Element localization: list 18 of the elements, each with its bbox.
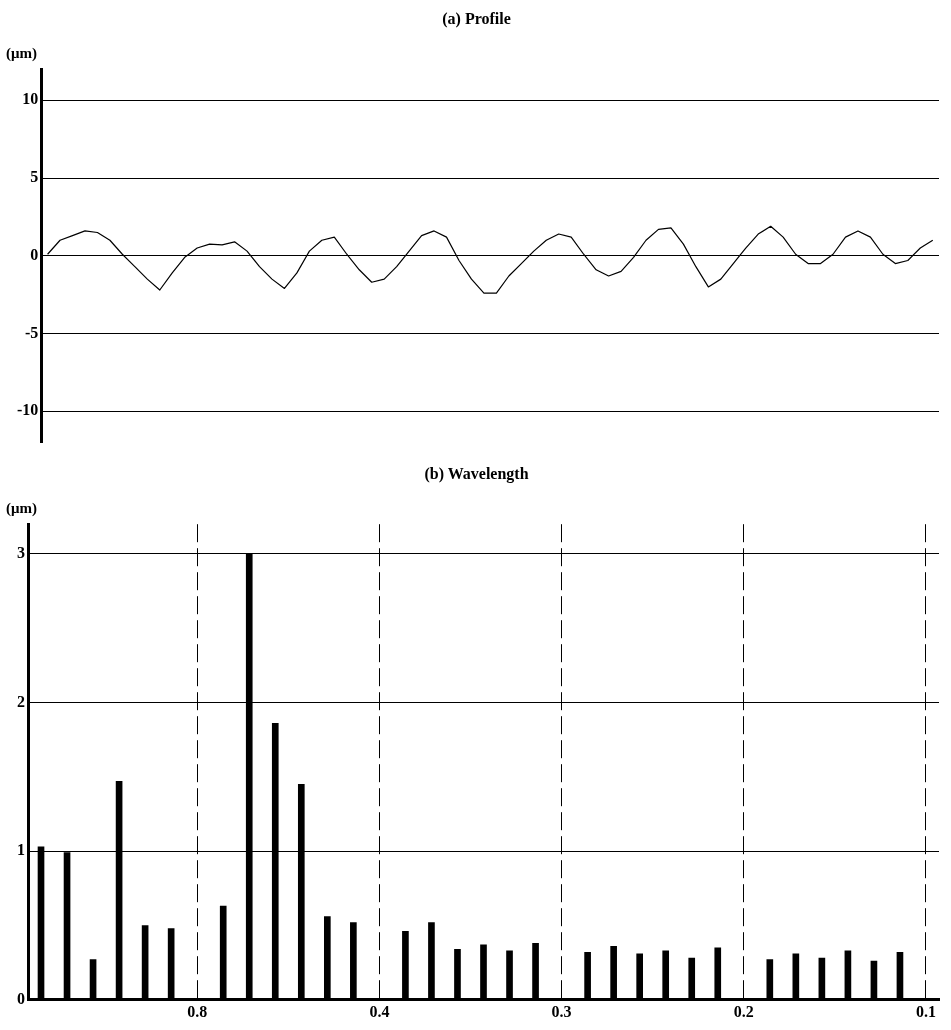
y-tick-label: 10 xyxy=(22,90,39,108)
y-axis-title: (μm) xyxy=(6,499,37,517)
y-tick-label: 1 xyxy=(17,841,25,859)
y-tick-label: 0 xyxy=(30,245,39,263)
y-tick-label: -10 xyxy=(17,401,39,419)
x-tick-label: 0.8 xyxy=(187,1002,208,1020)
y-tick-label: 3 xyxy=(17,544,25,562)
chart-title: (a) Profile xyxy=(442,9,511,28)
y-tick-label: 2 xyxy=(17,692,25,710)
x-tick-label: 0.2 xyxy=(733,1002,754,1020)
y-axis-title: (μm) xyxy=(6,44,37,62)
y-tick-label: 0 xyxy=(17,989,25,1007)
y-tick-label: -5 xyxy=(25,323,39,341)
x-tick-label: 0.3 xyxy=(551,1002,572,1020)
chart-title: (b) Wavelength xyxy=(424,464,529,483)
y-tick-label: 5 xyxy=(30,168,39,186)
x-tick-label: 0.4 xyxy=(369,1002,390,1020)
x-tick-label: 0.1 xyxy=(915,1002,936,1020)
